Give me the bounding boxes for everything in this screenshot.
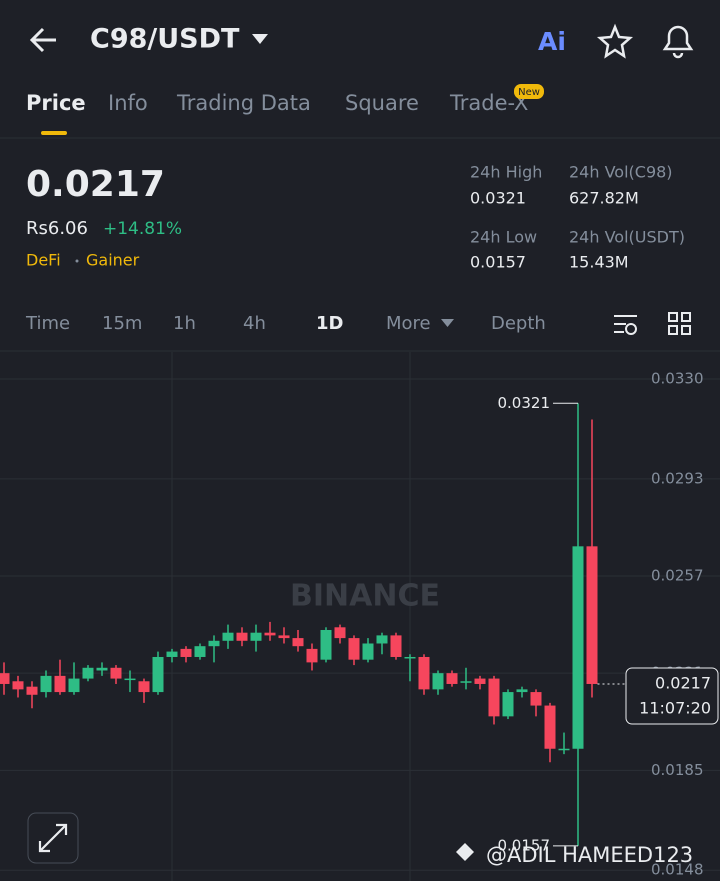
tag[interactable]: Gainer xyxy=(86,251,140,270)
tab[interactable]: Square xyxy=(345,91,419,115)
candle-body xyxy=(418,656,430,690)
candle-body xyxy=(54,675,66,693)
candle-body xyxy=(320,629,332,660)
candle-body xyxy=(586,546,598,684)
price-change: +14.81% xyxy=(103,219,182,239)
candle-body xyxy=(68,678,80,693)
low-marker-label: 0.0157 xyxy=(498,836,551,854)
candle-body xyxy=(530,692,542,706)
candle-body xyxy=(292,638,304,647)
stat-value: 0.0321 xyxy=(470,189,526,208)
tab[interactable]: Price xyxy=(26,91,86,115)
candle-body xyxy=(12,681,24,690)
interval[interactable]: Time xyxy=(25,313,70,334)
fullscreen-icon[interactable] xyxy=(38,823,68,853)
candle-body xyxy=(40,675,52,693)
stat-value: 627.82M xyxy=(569,189,639,208)
candle-body xyxy=(460,681,472,683)
y-tick-label: 0.0330 xyxy=(651,369,704,387)
watermark: BINANCE xyxy=(290,579,440,614)
y-tick-label: 0.0293 xyxy=(651,469,704,487)
credit-logo xyxy=(456,843,474,861)
candle-body xyxy=(208,640,220,647)
candle-body xyxy=(404,656,416,659)
candle-body xyxy=(334,627,346,639)
candle-body xyxy=(474,678,486,684)
candle-body xyxy=(138,681,150,693)
candle-body xyxy=(0,673,10,684)
candle-body xyxy=(348,638,360,660)
dropdown-icon[interactable] xyxy=(441,319,454,327)
stat-label: 24h Low xyxy=(470,228,537,247)
stat-value: 15.43M xyxy=(569,253,629,272)
candle-body xyxy=(376,635,388,644)
interval[interactable]: 1h xyxy=(173,313,196,334)
last-price-box xyxy=(625,667,719,725)
stat-label: 24h High xyxy=(470,163,542,182)
new-badge xyxy=(514,84,544,99)
tag[interactable]: DeFi xyxy=(26,251,61,270)
candle-body xyxy=(82,667,94,679)
tab[interactable]: Info xyxy=(108,91,148,115)
plot: 0.03300.02930.02570.02210.01850.01480.03… xyxy=(0,369,720,879)
candle-body xyxy=(432,673,444,690)
candle-body xyxy=(96,667,108,671)
ai-icon[interactable]: Ai xyxy=(538,27,566,56)
active-tab-indicator xyxy=(41,131,67,135)
candle-body xyxy=(558,748,570,751)
stat-label: 24h Vol(C98) xyxy=(569,163,673,182)
candle-body xyxy=(516,689,528,693)
stat-label: 24h Vol(USDT) xyxy=(569,228,685,247)
interval[interactable]: Depth xyxy=(491,313,546,334)
last-price-label: 0.0217 xyxy=(655,673,711,692)
stat-value: 0.0157 xyxy=(470,253,526,272)
candle-body xyxy=(278,635,290,639)
high-marker-label: 0.0321 xyxy=(498,394,551,412)
candle-body xyxy=(124,678,136,681)
candle-body xyxy=(544,705,556,749)
notification-icon[interactable] xyxy=(662,25,694,59)
candle-body xyxy=(362,643,374,660)
back-button[interactable] xyxy=(29,27,56,53)
candle-body xyxy=(446,673,458,684)
interval[interactable]: More xyxy=(386,313,431,334)
interval[interactable]: 15m xyxy=(102,313,142,334)
interval-active[interactable]: 1D xyxy=(316,313,343,334)
candle-body xyxy=(264,632,276,636)
candle-body xyxy=(236,632,248,641)
candle-body xyxy=(572,546,584,749)
pair-title[interactable]: C98/USDT xyxy=(90,24,240,55)
fiat-price: Rs6.06 xyxy=(26,218,88,239)
candle-body xyxy=(502,692,514,717)
candle-body xyxy=(180,648,192,657)
layout-icon[interactable] xyxy=(668,312,691,335)
indicator-icon[interactable] xyxy=(614,315,637,335)
last-time-label: 11:07:20 xyxy=(639,698,711,717)
dropdown-icon[interactable] xyxy=(252,34,268,44)
candle-body xyxy=(166,651,178,657)
new-badge-text: New xyxy=(518,87,540,98)
favorite-icon[interactable] xyxy=(596,23,634,59)
candle-body xyxy=(110,667,122,679)
tab[interactable]: Trading Data xyxy=(176,91,311,115)
credit: @ADIL HAMEED123 xyxy=(486,843,693,867)
candle-body xyxy=(222,632,234,641)
last-price: 0.0217 xyxy=(26,164,165,205)
y-tick-label: 0.0257 xyxy=(651,567,704,585)
candle-body xyxy=(194,646,206,657)
candle-body xyxy=(152,656,164,693)
y-tick-label: 0.0148 xyxy=(651,861,704,879)
candle-body xyxy=(26,686,38,695)
y-tick-label: 0.0185 xyxy=(651,761,704,779)
candle-body xyxy=(390,635,402,657)
interval[interactable]: 4h xyxy=(243,313,266,334)
candle-body xyxy=(306,648,318,663)
separator xyxy=(75,259,79,263)
fullscreen-button[interactable] xyxy=(27,812,79,864)
candle-body xyxy=(488,678,500,717)
candle-body xyxy=(250,632,262,641)
